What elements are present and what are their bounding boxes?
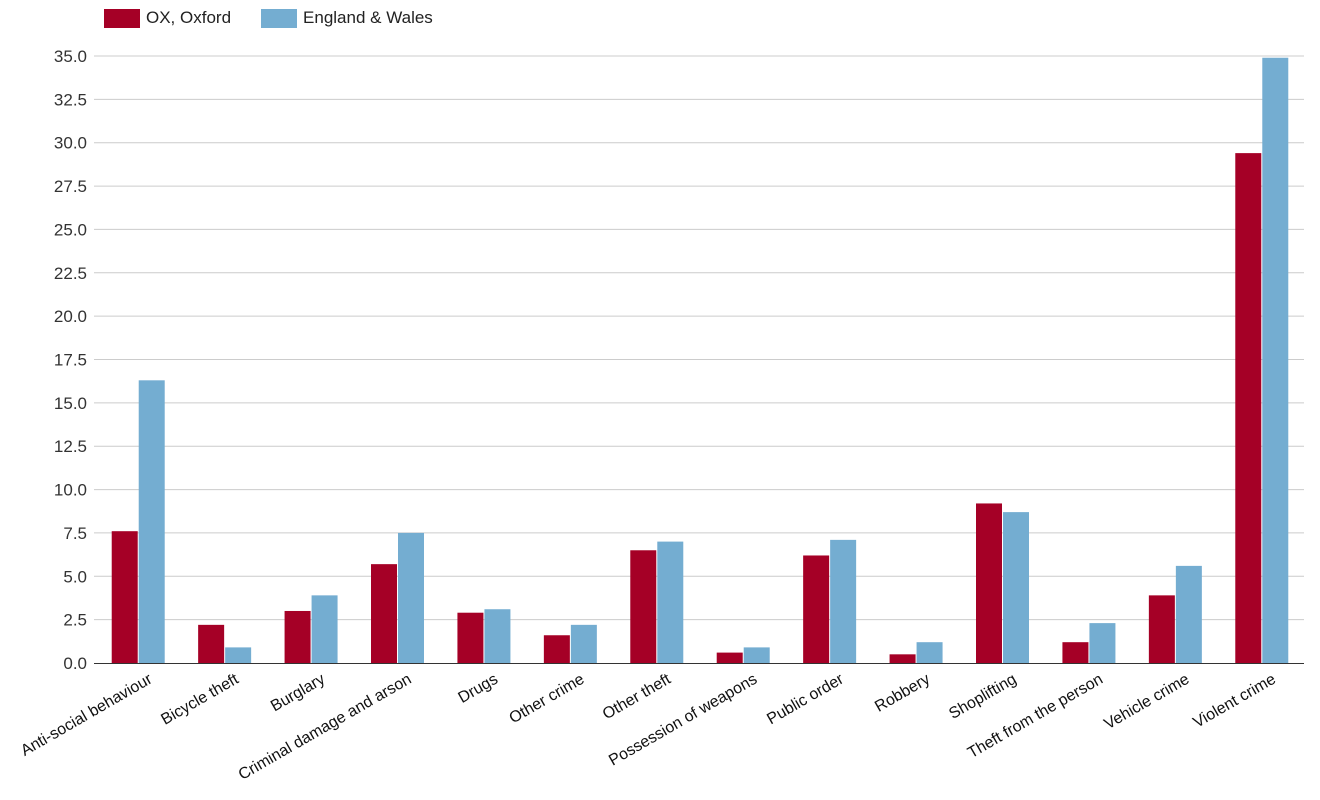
y-tick-label-2: 5.0 [63,567,87,586]
bar-oxford-13[interactable] [1235,153,1262,663]
y-tick-label-1: 2.5 [63,611,87,630]
legend-swatch-oxford [104,8,140,28]
y-tick-label-7: 17.5 [54,351,87,370]
x-tick-label-8: Public order [764,670,847,728]
y-tick-label-9: 22.5 [54,264,87,283]
bar-oxford-6[interactable] [630,550,657,663]
bar-oxford-5[interactable] [543,635,570,663]
x-axis-labels: Anti-social behaviour Bicycle theft Burgla… [18,670,1279,783]
y-tick-label-14: 35.0 [54,47,87,66]
bar-oxford-10[interactable] [976,503,1002,663]
bar-england-wales-12[interactable] [1175,565,1202,663]
bar-oxford-7[interactable] [716,652,743,663]
bar-england-wales-0[interactable] [138,380,165,663]
bar-england-wales-2[interactable] [311,595,338,663]
y-tick-label-4: 10.0 [54,481,87,500]
y-axis-ticks: 0.0 2.5 5.0 7.5 10.0 12.5 15.0 17.5 20.0 22.5 25.0… [54,47,87,673]
y-tick-label-13: 32.5 [54,90,87,109]
x-tick-label-4: Drugs [455,671,500,707]
bar-oxford-11[interactable] [1062,642,1089,663]
legend-swatch-england-wales [261,8,298,28]
bar-oxford-4[interactable] [457,612,484,663]
bar-oxford-1[interactable] [198,624,225,663]
x-tick-label-13: Violent crime [1190,671,1278,732]
y-tick-label-10: 25.0 [54,220,87,239]
bar-oxford-9[interactable] [889,654,916,663]
bar-oxford-8[interactable] [803,555,830,663]
bar-oxford-3[interactable] [371,564,397,663]
bar-england-wales-9[interactable] [916,642,943,663]
bar-oxford-0[interactable] [111,531,138,663]
legend-label-oxford: OX, Oxford [146,8,232,27]
x-tick-label-3: Criminal damage and arson [236,671,415,784]
x-tick-label-9: Robbery [872,671,933,716]
bar-oxford-2[interactable] [284,610,311,663]
bar-england-wales-5[interactable] [570,624,597,663]
grid-lines [94,55,1304,621]
bar-england-wales-11[interactable] [1089,623,1116,663]
y-tick-label-11: 27.5 [54,177,87,196]
x-tick-label-10: Shoplifting [946,671,1019,723]
y-tick-label-6: 15.0 [54,394,87,413]
x-tick-label-2: Burglary [268,671,328,716]
legend-label-england-wales: England & Wales [303,8,433,27]
bar-england-wales-1[interactable] [225,647,252,663]
bar-oxford-12[interactable] [1148,595,1175,663]
x-tick-label-1: Bicycle theft [158,670,242,728]
x-tick-label-6: Other theft [600,670,674,723]
y-tick-label-0: 0.0 [63,654,87,673]
x-tick-label-0: Anti-social behaviour [18,670,156,759]
y-tick-label-3: 7.5 [63,524,87,543]
y-tick-label-5: 12.5 [54,437,87,456]
bar-england-wales-6[interactable] [657,541,684,663]
bar-england-wales-13[interactable] [1262,57,1289,663]
x-tick-label-7: Possession of weapons [606,671,760,770]
bar-england-wales-7[interactable] [743,647,770,663]
chart-legend: OX, Oxford England & Wales [104,6,463,30]
bar-england-wales-3[interactable] [398,532,424,663]
bars [111,57,1289,663]
bar-england-wales-4[interactable] [484,609,511,663]
bar-england-wales-8[interactable] [830,539,857,663]
bar-england-wales-10[interactable] [1003,512,1029,663]
y-tick-label-8: 20.0 [54,307,87,326]
x-tick-label-12: Vehicle crime [1101,671,1192,733]
legend-item-oxford[interactable]: OX, Oxford [104,8,231,28]
legend-item-england-wales[interactable]: England & Wales [261,8,433,28]
y-tick-label-12: 30.0 [54,134,87,153]
x-tick-label-5: Other crime [506,671,587,728]
